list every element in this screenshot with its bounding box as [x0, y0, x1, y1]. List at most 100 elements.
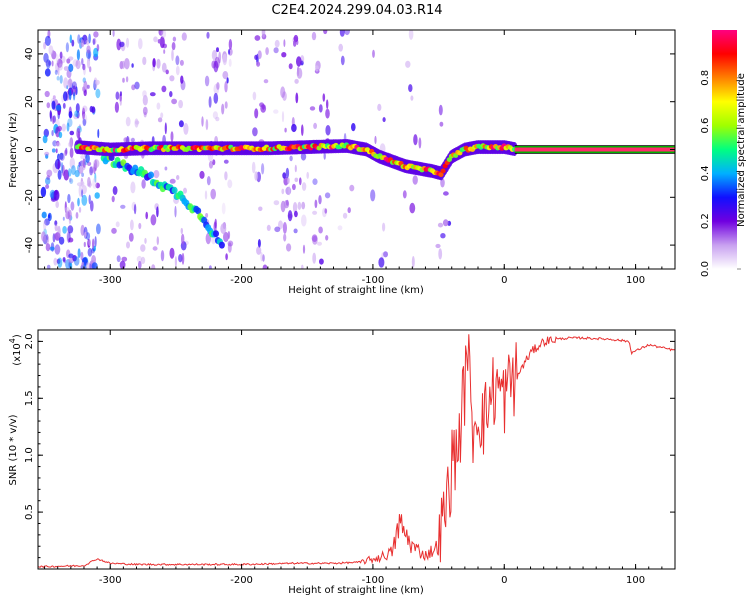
noise-blob	[206, 176, 211, 186]
noise-blob	[221, 103, 225, 115]
noise-blob	[72, 255, 77, 262]
spectrogram-secondary-track	[100, 153, 225, 249]
noise-blob	[119, 41, 125, 48]
noise-blob	[306, 171, 310, 179]
noise-blob	[57, 169, 62, 180]
noise-blob	[274, 39, 280, 48]
noise-blob	[83, 241, 86, 248]
noise-blob	[440, 233, 446, 239]
noise-blob	[81, 172, 84, 177]
noise-blob	[291, 123, 297, 133]
noise-blob	[440, 178, 445, 188]
noise-blob	[311, 234, 318, 242]
noise-blob	[254, 35, 261, 41]
noise-blob	[56, 76, 60, 81]
noise-blob	[281, 188, 285, 195]
signal-core	[440, 168, 446, 174]
noise-blob	[111, 195, 115, 203]
noise-blob	[178, 254, 183, 263]
noise-blob	[90, 200, 94, 212]
noise-blob	[82, 63, 86, 71]
noise-blob	[164, 166, 168, 171]
noise-blob	[92, 238, 95, 250]
noise-blob	[410, 95, 414, 101]
noise-blob	[89, 66, 92, 73]
noise-blob	[69, 75, 72, 85]
noise-blob	[65, 210, 70, 220]
noise-blob	[62, 102, 66, 109]
x-tick-label: 100	[626, 275, 645, 286]
noise-blob	[45, 59, 51, 69]
noise-blob	[213, 92, 219, 104]
noise-blob	[151, 264, 156, 269]
noise-blob	[77, 34, 81, 44]
noise-blob	[71, 81, 77, 90]
noise-blob	[180, 75, 184, 84]
noise-blob	[313, 122, 317, 129]
y-tick-label: 20	[24, 95, 35, 108]
noise-blob	[144, 237, 147, 244]
noise-blob	[382, 222, 386, 232]
noise-blob	[78, 184, 82, 197]
noise-blob	[294, 78, 299, 84]
noise-blob	[77, 197, 80, 207]
noise-blob	[294, 177, 299, 182]
noise-blob	[222, 53, 228, 66]
snr-marks	[38, 334, 675, 569]
snr-scale-factor: (x104)	[8, 334, 23, 366]
noise-blob	[56, 140, 60, 147]
colorbar-gradient	[712, 30, 737, 269]
noise-blob	[252, 127, 258, 137]
noise-blob	[156, 206, 159, 218]
noise-blob	[228, 39, 233, 50]
noise-blob	[81, 185, 87, 195]
noise-blob	[87, 247, 93, 257]
noise-blob	[280, 86, 286, 98]
noise-blob	[251, 161, 256, 174]
noise-blob	[92, 38, 96, 46]
noise-blob	[68, 63, 74, 72]
noise-blob	[214, 218, 217, 229]
noise-blob	[89, 166, 95, 174]
noise-blob	[51, 148, 56, 153]
x-tick-label: 0	[501, 275, 507, 286]
spectrogram-y-axis-label: Frequency (Hz)	[8, 112, 19, 188]
noise-blob	[266, 224, 271, 231]
noise-blob	[163, 49, 166, 54]
colorbar-tick-label: 0.6	[700, 118, 711, 134]
noise-blob	[82, 113, 88, 125]
noise-blob	[66, 85, 69, 90]
noise-blob	[312, 252, 317, 264]
noise-blob	[342, 212, 348, 219]
noise-blob	[63, 169, 70, 181]
noise-blob	[71, 165, 76, 176]
noise-blob	[262, 264, 268, 269]
noise-blob	[157, 39, 162, 44]
noise-blob	[130, 181, 136, 194]
noise-blob	[91, 262, 98, 269]
noise-blob	[411, 256, 415, 268]
noise-blob	[62, 216, 65, 221]
y-tick-label: 2.0	[24, 333, 35, 349]
noise-blob	[55, 104, 62, 111]
noise-blob	[142, 106, 148, 116]
noise-blob	[85, 262, 91, 269]
noise-blob	[54, 224, 58, 232]
noise-blob	[402, 190, 407, 199]
noise-blob	[171, 98, 178, 105]
noise-blob	[212, 159, 216, 166]
spectrogram-marks	[40, 30, 675, 269]
x-tick-label: -300	[99, 275, 122, 286]
noise-blob	[46, 102, 51, 109]
noise-blob	[87, 176, 91, 187]
spectrogram-x-ticks: -300 -200 -100 0 100	[44, 30, 676, 286]
noise-blob	[228, 49, 231, 55]
noise-blob	[95, 88, 101, 99]
noise-blob	[138, 222, 142, 230]
colorbar-tick-label: 0.8	[700, 70, 711, 86]
noise-blob	[174, 256, 177, 268]
noise-blob	[179, 59, 184, 66]
noise-blob	[283, 176, 289, 186]
y-tick-label: -20	[24, 189, 35, 205]
noise-blob	[156, 58, 161, 69]
